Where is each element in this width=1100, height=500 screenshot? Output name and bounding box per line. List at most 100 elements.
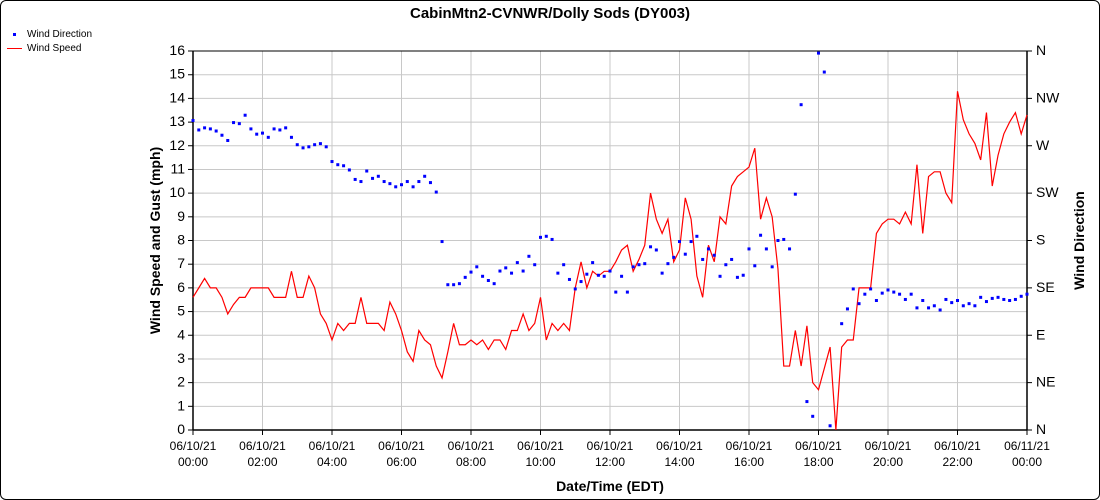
x-tick-label-date: 06/10/21 — [795, 439, 842, 453]
y-tick-label: 3 — [177, 350, 185, 366]
wind-direction-point — [805, 400, 809, 404]
x-tick-label-date: 06/10/21 — [170, 439, 217, 453]
wind-direction-point — [747, 247, 751, 251]
x-tick-label-time: 12:00 — [595, 455, 625, 469]
wind-direction-point — [770, 265, 774, 269]
wind-direction-point — [620, 274, 624, 278]
wind-direction-point — [944, 297, 948, 301]
wind-direction-point — [915, 306, 919, 310]
wind-direction-point — [521, 269, 525, 273]
wind-direction-point — [984, 300, 988, 304]
wind-direction-point — [660, 271, 664, 275]
wind-direction-point — [544, 234, 548, 238]
y2-tick-label: NW — [1036, 89, 1060, 105]
wind-direction-point — [1002, 297, 1006, 301]
wind-direction-point — [828, 424, 832, 428]
y2-tick-label: SE — [1036, 279, 1055, 295]
wind-direction-point — [672, 255, 676, 259]
wind-direction-point — [492, 282, 496, 286]
y2-tick-label: N — [1036, 42, 1046, 58]
wind-direction-point — [388, 182, 392, 186]
wind-direction-point — [741, 273, 745, 277]
wind-direction-point — [527, 254, 531, 258]
wind-direction-point — [608, 269, 612, 273]
wind-direction-point — [539, 235, 542, 239]
wind-direction-point — [469, 270, 473, 274]
wind-direction-point — [318, 142, 322, 146]
wind-direction-point — [289, 135, 293, 139]
x-tick-label-time: 02:00 — [247, 455, 277, 469]
x-tick-label-time: 18:00 — [803, 455, 833, 469]
wind-direction-point — [237, 122, 241, 126]
wind-direction-point — [1008, 299, 1012, 303]
y-tick-label: 6 — [177, 279, 185, 295]
wind-direction-point — [938, 308, 942, 312]
wind-direction-point — [556, 271, 560, 275]
wind-direction-point — [261, 131, 264, 135]
wind-direction-point — [203, 126, 207, 130]
wind-direction-point — [400, 183, 403, 187]
wind-direction-point — [845, 307, 849, 311]
wind-direction-point — [817, 51, 820, 55]
y2-tick-label: E — [1036, 326, 1045, 342]
wind-direction-point — [504, 266, 508, 270]
wind-direction-point — [347, 168, 351, 172]
x-tick-label-time: 06:00 — [386, 455, 416, 469]
wind-direction-point — [735, 275, 739, 279]
wind-direction-point — [585, 272, 589, 276]
y-axis-label: Wind Speed and Gust (mph) — [147, 147, 163, 334]
wind-direction-point — [330, 160, 334, 164]
wind-direction-point — [272, 127, 276, 131]
y-tick-label: 11 — [170, 160, 185, 176]
wind-direction-point — [301, 146, 305, 150]
wind-direction-point — [637, 263, 641, 267]
x-axis-label: Date/Time (EDT) — [556, 478, 664, 494]
wind-direction-point — [475, 265, 479, 269]
wind-direction-point — [446, 283, 450, 287]
x-tick-label-date: 06/10/21 — [934, 439, 981, 453]
wind-direction-point — [880, 291, 884, 295]
wind-direction-point — [452, 283, 456, 287]
wind-direction-point — [886, 288, 890, 292]
wind-direction-point — [990, 296, 994, 300]
legend-line-icon — [7, 48, 22, 49]
x-tick-label-date: 06/10/21 — [517, 439, 564, 453]
wind-direction-point — [423, 174, 427, 178]
wind-direction-point — [313, 143, 317, 147]
wind-direction-point — [811, 414, 815, 418]
y-tick-label: 4 — [177, 326, 185, 342]
y-tick-label: 0 — [177, 421, 185, 437]
wind-direction-point — [382, 180, 386, 184]
wind-direction-point — [191, 118, 195, 122]
wind-direction-point — [701, 257, 705, 261]
wind-direction-point — [753, 264, 757, 268]
wind-direction-point — [695, 234, 699, 238]
y-tick-label: 8 — [177, 232, 185, 248]
y-tick-label: 7 — [177, 255, 185, 271]
wind-direction-point — [359, 180, 363, 184]
y-tick-label: 15 — [169, 66, 185, 82]
legend-wind-speed: Wind Speed — [7, 43, 81, 54]
wind-direction-point — [266, 135, 270, 139]
x-tick-label-date: 06/10/21 — [239, 439, 286, 453]
y-tick-label: 10 — [169, 184, 185, 200]
wind-direction-point — [307, 145, 311, 149]
x-tick-label-time: 10:00 — [525, 455, 555, 469]
wind-direction-point — [510, 271, 514, 275]
wind-direction-point — [232, 121, 236, 125]
y-tick-label: 5 — [177, 303, 185, 319]
wind-direction-point — [863, 292, 867, 296]
wind-direction-point — [226, 138, 230, 142]
wind-direction-point — [1013, 297, 1017, 301]
x-tick-label-date: 06/10/21 — [587, 439, 634, 453]
wind-direction-point — [927, 306, 931, 310]
x-tick-label-time: 14:00 — [664, 455, 694, 469]
wind-direction-point — [197, 128, 201, 132]
wind-direction-point — [764, 247, 768, 251]
y-tick-label: 13 — [169, 113, 185, 129]
wind-direction-point — [591, 261, 595, 265]
wind-direction-point — [712, 253, 716, 257]
wind-direction-point — [614, 290, 618, 294]
